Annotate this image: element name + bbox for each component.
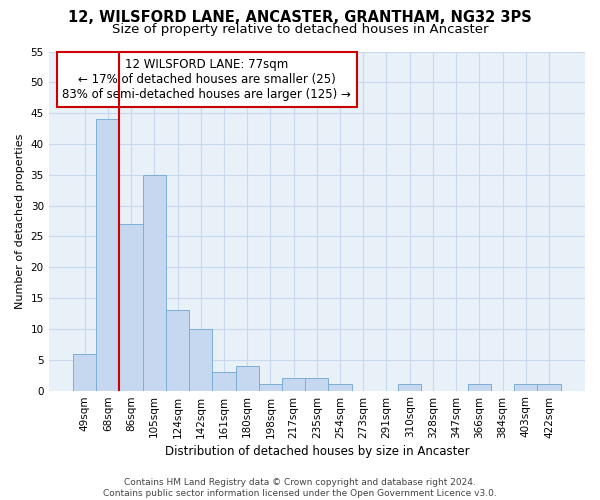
Bar bbox=[119, 224, 143, 390]
Bar bbox=[212, 372, 236, 390]
X-axis label: Distribution of detached houses by size in Ancaster: Distribution of detached houses by size … bbox=[164, 444, 469, 458]
Bar bbox=[514, 384, 538, 390]
Bar bbox=[259, 384, 282, 390]
Text: 12 WILSFORD LANE: 77sqm
← 17% of detached houses are smaller (25)
83% of semi-de: 12 WILSFORD LANE: 77sqm ← 17% of detache… bbox=[62, 58, 352, 102]
Text: 12, WILSFORD LANE, ANCASTER, GRANTHAM, NG32 3PS: 12, WILSFORD LANE, ANCASTER, GRANTHAM, N… bbox=[68, 10, 532, 25]
Bar bbox=[468, 384, 491, 390]
Bar bbox=[538, 384, 560, 390]
Text: Contains HM Land Registry data © Crown copyright and database right 2024.
Contai: Contains HM Land Registry data © Crown c… bbox=[103, 478, 497, 498]
Text: Size of property relative to detached houses in Ancaster: Size of property relative to detached ho… bbox=[112, 22, 488, 36]
Bar bbox=[166, 310, 189, 390]
Bar bbox=[282, 378, 305, 390]
Bar bbox=[328, 384, 352, 390]
Bar bbox=[143, 175, 166, 390]
Bar bbox=[189, 329, 212, 390]
Bar bbox=[96, 120, 119, 390]
Bar bbox=[236, 366, 259, 390]
Bar bbox=[73, 354, 96, 391]
Bar bbox=[305, 378, 328, 390]
Y-axis label: Number of detached properties: Number of detached properties bbox=[15, 134, 25, 308]
Bar bbox=[398, 384, 421, 390]
